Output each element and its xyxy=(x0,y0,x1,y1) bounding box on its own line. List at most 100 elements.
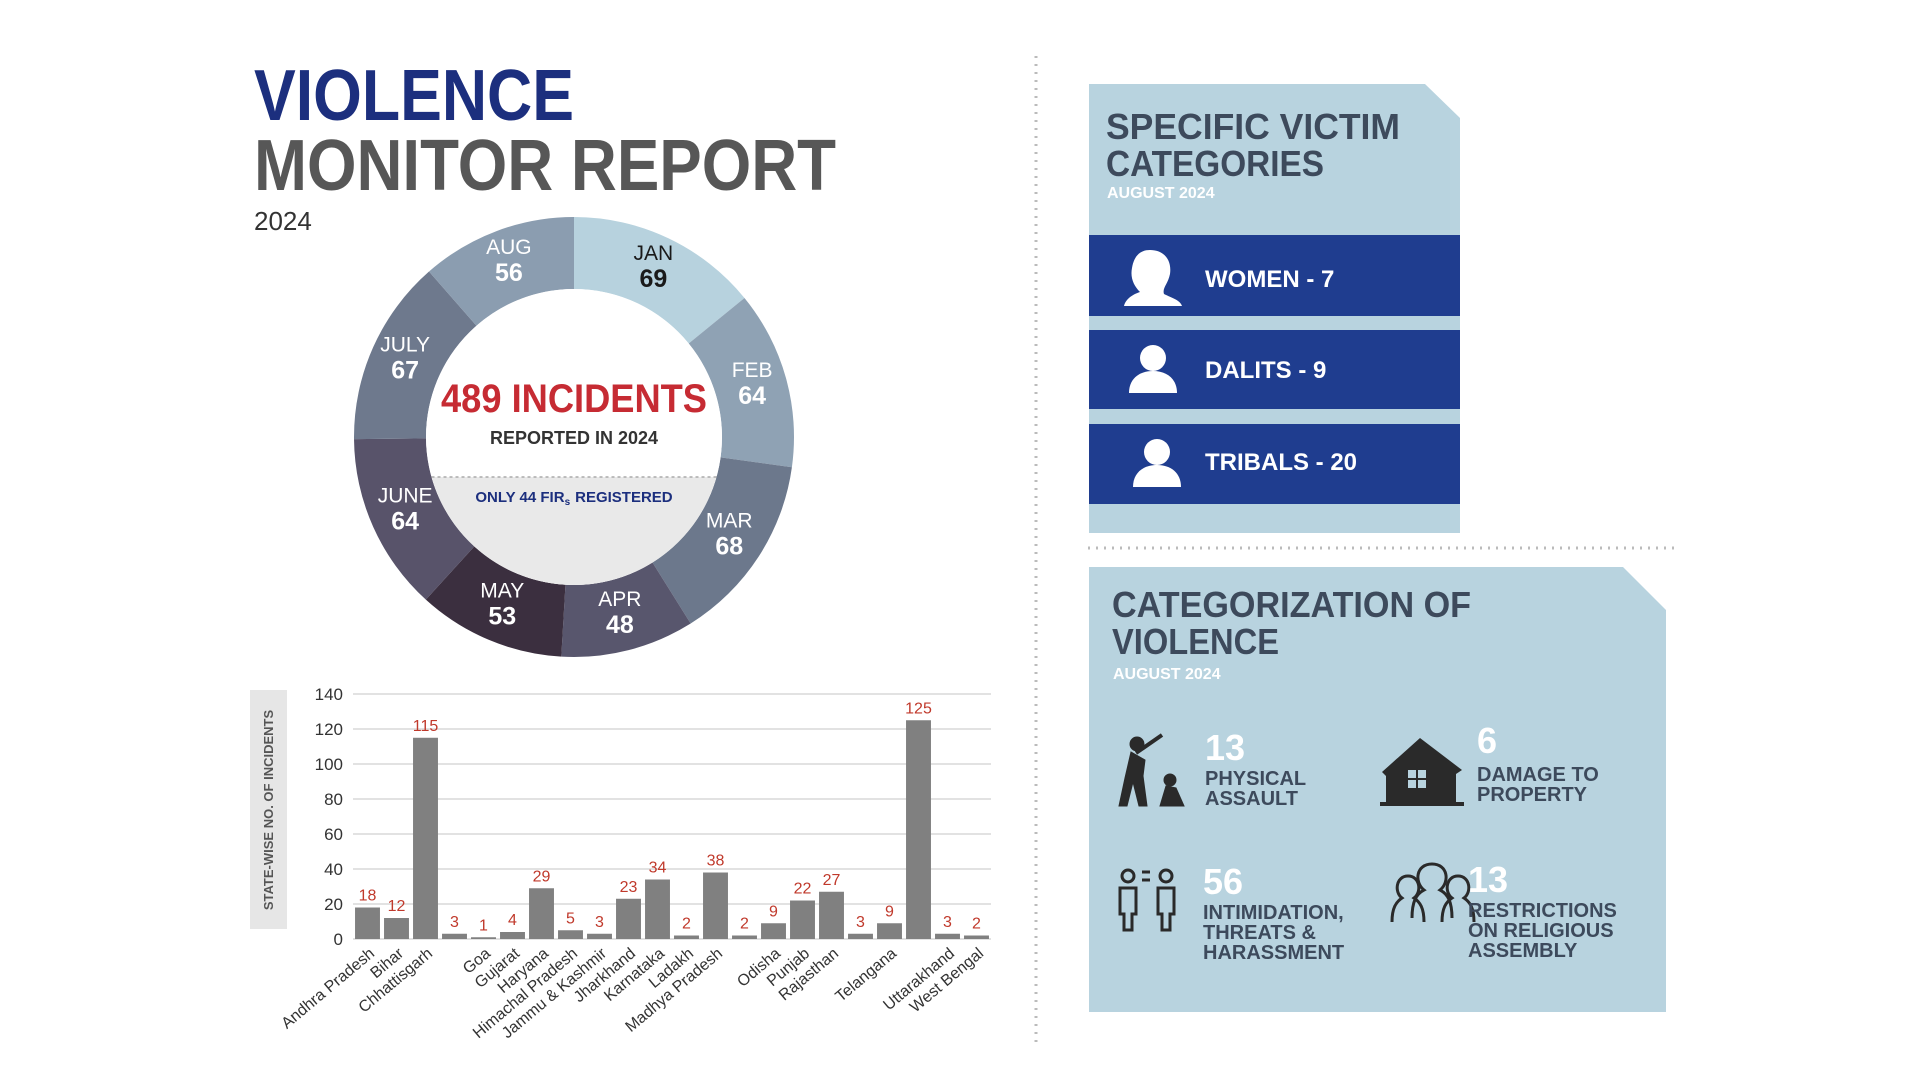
bar xyxy=(703,872,728,939)
donut-segment xyxy=(688,297,794,468)
value-label: 2 xyxy=(682,916,691,933)
panel-title: CATEGORIZATION OF xyxy=(1112,584,1471,625)
bar xyxy=(558,930,583,939)
donut-segment xyxy=(652,457,792,624)
woman-icon xyxy=(1124,250,1182,306)
violence-panel xyxy=(1089,567,1666,1012)
y-tick-label: 140 xyxy=(315,685,343,704)
value-label: 23 xyxy=(620,879,638,896)
value-label: 12 xyxy=(388,898,406,915)
title-line: VIOLENCE xyxy=(254,56,574,136)
segment-name: AUG xyxy=(486,236,532,259)
panel-subtitle: AUGUST 2024 xyxy=(1113,666,1221,683)
segment-value: 69 xyxy=(639,265,667,293)
violence-label: ASSEMBLY xyxy=(1468,940,1578,962)
segment-value: 48 xyxy=(606,611,634,639)
segment-value: 68 xyxy=(715,533,743,561)
segment-value: 67 xyxy=(391,356,419,384)
bar xyxy=(819,891,844,939)
segment-name: MAY xyxy=(480,580,524,603)
value-label: 9 xyxy=(769,903,778,920)
title-line: MONITOR REPORT xyxy=(254,126,836,206)
segment-value: 64 xyxy=(738,382,766,410)
segment-name: MAR xyxy=(706,510,753,533)
segment-name: JULY xyxy=(380,333,430,356)
violence-count: 13 xyxy=(1468,859,1508,900)
bar xyxy=(355,907,380,939)
violence-label: THREATS & xyxy=(1203,922,1316,944)
value-label: 115 xyxy=(413,718,439,735)
value-label: 18 xyxy=(359,888,377,905)
y-tick-label: 120 xyxy=(315,720,343,739)
bar xyxy=(616,898,641,939)
violence-label: ASSAULT xyxy=(1205,788,1298,810)
bar xyxy=(471,937,496,939)
violence-count: 56 xyxy=(1203,861,1243,902)
donut-segment xyxy=(425,546,566,657)
y-axis-label: STATE-WISE NO. OF INCIDENTS xyxy=(261,710,276,911)
y-tick-label: 40 xyxy=(324,860,343,879)
violence-label: PROPERTY xyxy=(1477,784,1588,806)
bar xyxy=(674,935,699,939)
note-area xyxy=(431,477,717,586)
y-tick-label: 0 xyxy=(334,930,343,949)
center-subtitle: REPORTED IN 2024 xyxy=(490,428,658,448)
note-part: ONLY 44 FIR xyxy=(475,489,564,506)
y-tick-label: 20 xyxy=(324,895,343,914)
y-tick-label: 80 xyxy=(324,790,343,809)
center-note: ONLY 44 FIRs REGISTERED xyxy=(475,489,672,508)
violence-label: DAMAGE TO xyxy=(1477,764,1599,786)
violence-label: PHYSICAL xyxy=(1205,768,1306,790)
bar xyxy=(587,933,612,939)
center-title: 489 INCIDENTS xyxy=(441,377,707,421)
donut-segment xyxy=(429,217,574,326)
person-icon xyxy=(1133,439,1181,487)
bar xyxy=(935,933,960,939)
year: 2024 xyxy=(254,206,312,236)
bar xyxy=(906,720,931,939)
segment-value: 64 xyxy=(391,508,419,536)
value-label: 3 xyxy=(595,914,604,931)
donut-segment xyxy=(574,217,745,344)
bar xyxy=(964,935,989,939)
value-label: 34 xyxy=(649,860,667,877)
segment-name: APR xyxy=(598,588,641,611)
person-icon xyxy=(1129,345,1177,393)
value-label: 3 xyxy=(450,914,459,931)
panel-title: SPECIFIC VICTIM xyxy=(1106,106,1400,147)
value-label: 5 xyxy=(566,910,575,927)
bar xyxy=(877,923,902,939)
value-label: 4 xyxy=(508,912,517,929)
value-label: 9 xyxy=(885,903,894,920)
value-label: 1 xyxy=(479,917,488,934)
bar xyxy=(761,923,786,939)
victim-label: TRIBALS - 20 xyxy=(1205,449,1357,476)
value-label: 38 xyxy=(707,853,725,870)
intimidation-icon xyxy=(1118,868,1176,932)
violence-label: ON RELIGIOUS xyxy=(1468,920,1614,942)
value-label: 27 xyxy=(823,872,841,889)
victim-label: DALITS - 9 xyxy=(1205,357,1326,384)
donut-segment xyxy=(354,438,475,600)
value-label: 3 xyxy=(856,914,865,931)
property-icon xyxy=(1380,738,1464,806)
value-label: 2 xyxy=(972,916,981,933)
violence-label: INTIMIDATION, xyxy=(1203,902,1344,924)
value-label: 29 xyxy=(533,868,551,885)
violence-label: HARASSMENT xyxy=(1203,942,1344,964)
segment-name: JUNE xyxy=(378,485,433,508)
bar xyxy=(442,933,467,939)
segment-value: 56 xyxy=(495,259,523,287)
bar xyxy=(529,888,554,939)
segment-name: FEB xyxy=(732,359,773,382)
bar xyxy=(384,918,409,939)
panel-subtitle: AUGUST 2024 xyxy=(1107,185,1215,202)
assault-icon xyxy=(1118,733,1185,807)
bar xyxy=(500,932,525,939)
victim-row xyxy=(1089,424,1460,504)
value-label: 2 xyxy=(740,916,749,933)
violence-label: RESTRICTIONS xyxy=(1468,900,1617,922)
victim-label: WOMEN - 7 xyxy=(1205,266,1334,293)
